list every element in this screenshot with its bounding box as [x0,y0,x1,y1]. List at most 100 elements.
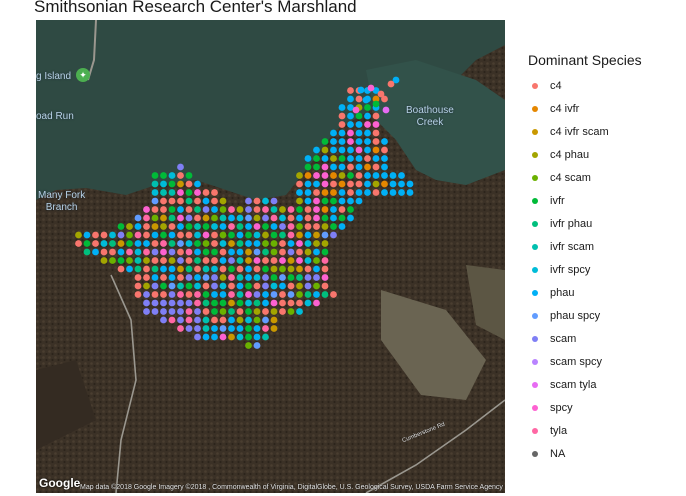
vegetation-point [168,214,176,222]
vegetation-point [245,206,252,213]
vegetation-point [279,282,286,290]
vegetation-point [219,197,227,205]
vegetation-point [151,214,159,222]
vegetation-point [381,163,388,171]
vegetation-point [194,308,201,315]
vegetation-point [143,291,150,298]
vegetation-point [355,121,363,128]
vegetation-point [228,223,235,230]
vegetation-point [194,240,201,247]
vegetation-point [177,299,184,307]
vegetation-point [194,291,201,298]
vegetation-point [168,206,176,213]
vegetation-point [347,138,354,145]
vegetation-point [151,180,159,188]
vegetation-point [194,214,201,222]
vegetation-point [185,299,193,307]
vegetation-point [228,299,235,307]
vegetation-point [151,197,159,205]
legend-swatch [532,174,538,181]
vegetation-point [347,180,354,188]
vegetation-point [211,316,218,324]
vegetation-point [270,223,278,230]
legend: Dominant Species c4 c4 ivfr c4 ivfr scam c4… [528,52,642,465]
vegetation-point [228,214,235,222]
vegetation-point [270,197,278,205]
vegetation-point [228,231,235,239]
legend-item: c4 ivfr [528,97,642,120]
vegetation-point [279,206,286,213]
vegetation-point [134,274,142,281]
vegetation-point [143,308,150,315]
vegetation-point [262,240,269,247]
vegetation-point [381,138,388,145]
vegetation-point [372,121,380,128]
vegetation-point [185,231,193,239]
legend-label: ivfr phau [550,217,593,230]
vegetation-point [151,206,159,213]
vegetation-point [185,223,193,230]
vegetation-point [253,308,261,315]
vegetation-point [134,265,142,273]
vegetation-point [160,274,167,281]
vegetation-point [321,248,329,256]
vegetation-point [151,299,159,307]
vegetation-point [262,265,269,273]
vegetation-point [364,163,371,171]
vegetation-point [253,223,261,230]
vegetation-point [347,112,354,120]
vegetation-point [185,325,193,332]
vegetation-point [202,214,210,222]
vegetation-point [202,282,210,290]
vegetation-point [100,248,108,256]
vegetation-point [330,291,337,298]
vegetation-point [211,282,218,290]
vegetation-point [236,308,244,315]
vegetation-point [151,257,159,264]
vegetation-point [381,95,388,103]
vegetation-point [160,189,167,196]
map-attribution[interactable]: Map data ©2018 Google Imagery ©2018 , Co… [80,484,503,491]
satellite-map[interactable]: Many Fork Branch Boathouse Creek g Islan… [36,20,505,493]
vegetation-point [347,104,354,111]
vegetation-point [296,265,303,273]
vegetation-point [347,172,354,179]
vegetation-point [321,180,329,188]
vegetation-point [313,257,320,264]
legend-item: spcy [528,396,642,419]
vegetation-point [211,308,218,315]
hiking-pin-icon[interactable]: ✦ [76,68,90,82]
vegetation-point [372,138,380,145]
legend-item: tyla [528,419,642,442]
vegetation-point [134,240,142,247]
vegetation-point [177,325,184,332]
vegetation-point [304,189,312,196]
vegetation-point [304,197,312,205]
vegetation-point [372,180,380,188]
legend-label: ivfr spcy [550,263,591,276]
vegetation-point [151,240,159,247]
vegetation-point [245,308,252,315]
vegetation-point [364,180,371,188]
vegetation-point [100,231,108,239]
vegetation-point [253,248,261,256]
legend-item: ivfr [528,189,642,212]
vegetation-point [219,206,227,213]
vegetation-point [287,274,295,281]
legend-item: c4 scam [528,166,642,189]
legend-label: scam [550,332,577,345]
vegetation-point [321,265,329,273]
vegetation-point [219,291,227,298]
vegetation-point [160,214,167,222]
vegetation-point [321,155,329,162]
vegetation-point [287,308,295,315]
vegetation-point [347,163,354,171]
vegetation-point [296,231,303,239]
vegetation-point [321,231,329,239]
vegetation-point [262,333,269,341]
vegetation-point [296,282,303,290]
vegetation-point [134,231,142,239]
vegetation-point [143,257,150,264]
vegetation-point [109,240,116,247]
vegetation-point [236,223,244,230]
